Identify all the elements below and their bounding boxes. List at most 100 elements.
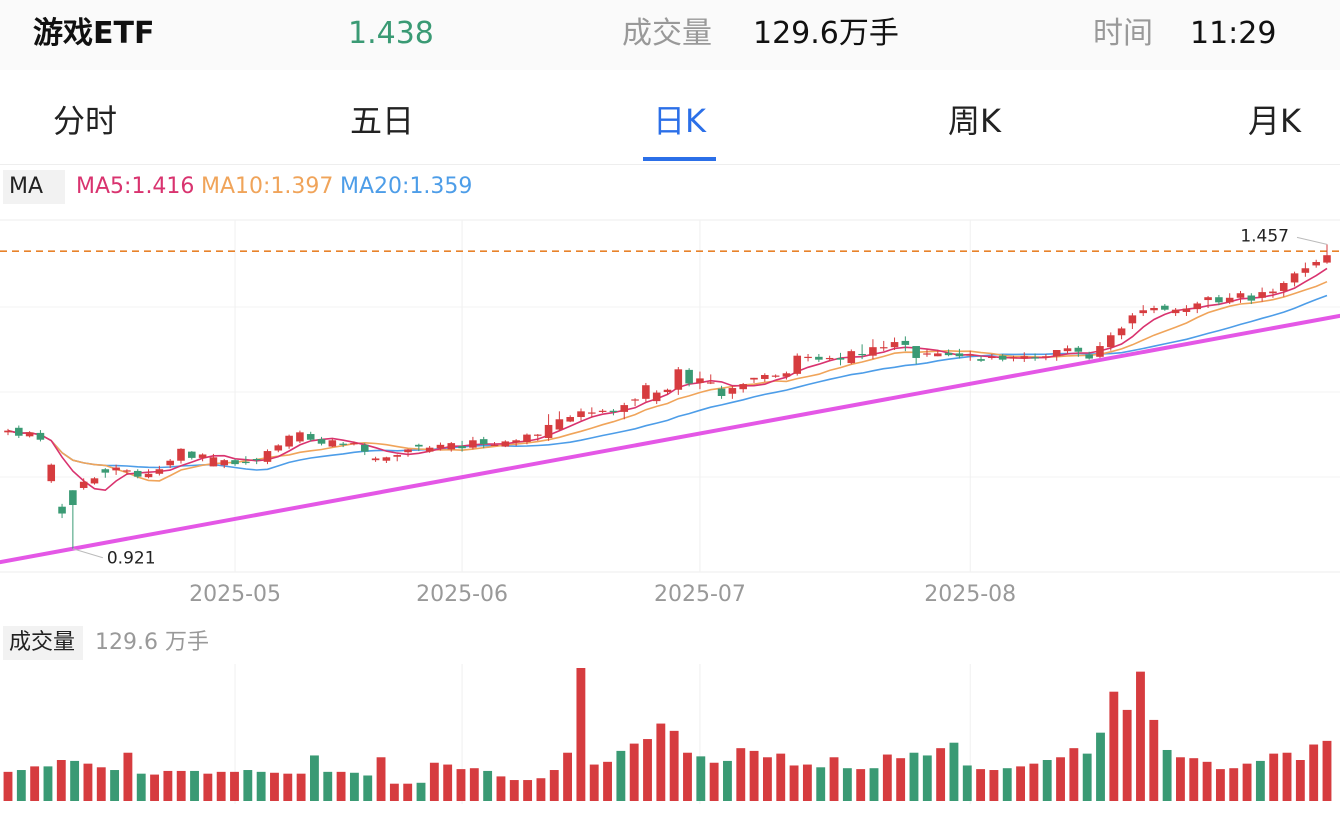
ma-indicator-button[interactable]: MA — [3, 170, 65, 204]
candle-body — [1042, 356, 1050, 358]
candle-body — [869, 347, 877, 356]
candle-body — [339, 443, 347, 445]
candle-body — [47, 464, 56, 482]
volume-bar — [1096, 732, 1105, 801]
volume-bar — [150, 774, 159, 801]
candle-body — [761, 374, 769, 379]
candle-body — [404, 449, 412, 453]
volume-bar — [1082, 753, 1092, 801]
candle-body — [220, 460, 229, 466]
candle-body — [1074, 347, 1083, 352]
candle-body — [79, 481, 88, 488]
candle-body — [425, 447, 434, 452]
candle-body — [490, 444, 499, 447]
candle-body — [988, 356, 996, 359]
volume-bar — [270, 772, 279, 801]
candle-body — [912, 346, 920, 358]
candle-body — [1204, 297, 1212, 301]
volume-bar — [30, 766, 40, 801]
volume-bar — [96, 767, 106, 801]
candle-body — [90, 478, 99, 484]
volume-bar — [469, 768, 479, 801]
candle-body — [317, 439, 326, 444]
candle-body — [739, 384, 747, 390]
candle-body — [1150, 308, 1158, 311]
candle-body — [934, 353, 942, 357]
candle-body — [144, 473, 153, 478]
volume-bar — [643, 739, 652, 801]
volume-bar — [43, 766, 53, 801]
candle-body — [998, 355, 1007, 360]
candle-body — [263, 451, 272, 462]
candlestick-chart[interactable]: 2025-05 2025-06 2025-07 2025-08 1.457 0.921 — [0, 206, 1340, 616]
x-tick-label: 2025-08 — [924, 582, 1016, 607]
candle-body — [1031, 357, 1039, 359]
volume-bar — [1122, 709, 1132, 801]
candle-body — [242, 461, 250, 464]
candle-body — [631, 399, 639, 401]
tab-five-day[interactable]: 五日 — [350, 102, 415, 140]
candle-body — [923, 353, 931, 355]
volume-bar — [816, 767, 826, 801]
candle-body — [58, 506, 66, 514]
tab-daily-k[interactable]: 日K — [653, 102, 706, 140]
tab-monthly-k[interactable]: 月K — [1248, 102, 1301, 140]
candle-body — [847, 351, 856, 364]
volume-bar — [723, 760, 732, 801]
tab-weekly-k[interactable]: 周K — [948, 102, 1001, 140]
volume-bar — [283, 773, 293, 801]
ma20-value: MA20:1.359 — [340, 174, 473, 199]
candle-body — [533, 434, 542, 436]
candle-body — [458, 445, 466, 449]
candle-body — [577, 411, 585, 418]
candle-body — [469, 440, 477, 448]
volume-bar — [949, 742, 959, 801]
volume-chart[interactable] — [0, 664, 1340, 804]
candle-body — [1052, 350, 1061, 357]
volume-bar — [456, 769, 466, 801]
candle-body — [15, 427, 23, 436]
candle-body — [620, 405, 629, 412]
volume-bar — [363, 775, 373, 801]
volume-indicator-button[interactable]: 成交量 — [3, 626, 83, 660]
candle-body — [1290, 273, 1299, 283]
candle-body — [815, 356, 823, 360]
candle-body — [198, 454, 207, 458]
candle-body — [696, 378, 704, 383]
volume-bar — [163, 770, 173, 801]
volume-bar — [83, 763, 93, 801]
volume-bar — [349, 772, 359, 801]
volume-bar — [16, 770, 26, 801]
candle-body — [285, 435, 293, 447]
volume-bar — [203, 773, 213, 801]
volume-bar — [416, 782, 426, 801]
candle-body — [836, 357, 845, 360]
candle-body — [544, 424, 553, 439]
volume-bar — [1229, 768, 1239, 801]
volume-bar — [1255, 760, 1265, 801]
candle-body — [306, 434, 315, 440]
volume-bar — [176, 770, 186, 801]
candle-body — [523, 434, 531, 442]
candle-body — [133, 470, 142, 477]
candle-body — [652, 392, 661, 402]
volume-bar — [1056, 757, 1065, 801]
x-tick-label: 2025-06 — [416, 582, 508, 607]
volume-bar — [1069, 748, 1079, 801]
candle-body — [447, 443, 456, 450]
candle-body — [750, 377, 758, 380]
candle-body — [1009, 357, 1018, 359]
tab-intraday[interactable]: 分时 — [53, 102, 118, 140]
volume-bar — [629, 743, 639, 801]
volume-bar — [896, 758, 906, 801]
candle-body — [25, 432, 34, 437]
volume-bar — [1295, 760, 1305, 801]
candle-body — [728, 388, 737, 394]
quote-header: 游戏ETF 1.438 成交量 129.6万手 时间 11:29 — [0, 0, 1340, 70]
candle-body — [1193, 303, 1202, 310]
volume-bar — [1149, 719, 1159, 801]
candle-body — [436, 444, 445, 449]
volume-bar — [136, 773, 146, 801]
candle-body — [177, 448, 185, 461]
candle-body — [166, 460, 174, 466]
